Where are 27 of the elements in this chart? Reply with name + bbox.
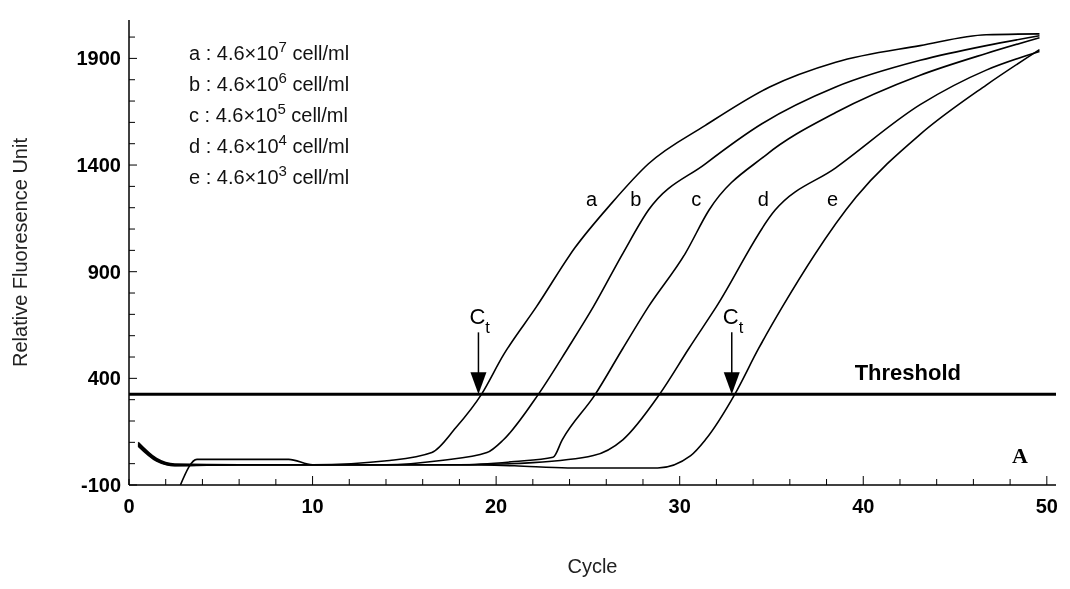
x-tick-label: 40 <box>852 495 875 517</box>
y-tick-label: 1400 <box>76 154 121 177</box>
annotation: C$_{t}$ <box>722 304 744 337</box>
series-label: c <box>691 188 702 210</box>
y-tick-label: 400 <box>87 367 121 390</box>
y-tick-label: 1900 <box>76 47 121 70</box>
annotation: d : 4.6×10$^{4}$ cell/ml <box>189 130 350 157</box>
y-axis-title: Relative Fluoresence Unit <box>9 137 32 367</box>
x-axis-title: Cycle <box>567 555 618 577</box>
series-label: e <box>826 188 839 210</box>
x-tick-label: 30 <box>668 495 691 517</box>
x-tick-label: 0 <box>123 495 135 517</box>
annotation: a : 4.6×10$^{7}$ cell/ml <box>189 37 350 64</box>
x-tick-label: 50 <box>1035 495 1058 517</box>
y-tick-label: -100 <box>80 474 121 496</box>
annotation: A <box>1012 443 1029 468</box>
x-tick-label: 10 <box>301 495 324 517</box>
y-tick-label: 900 <box>87 260 121 283</box>
ref-line-label: Threshold <box>854 360 961 386</box>
annotation: e : 4.6×10$^{3}$ cell/ml <box>189 161 350 188</box>
series-label: d <box>757 188 769 210</box>
annotation: C$_{t}$ <box>469 304 491 337</box>
annotation: b : 4.6×10$^{6}$ cell/ml <box>189 68 350 95</box>
x-tick-label: 20 <box>485 495 508 517</box>
annotation: c : 4.6×10$^{5}$ cell/ml <box>189 99 348 126</box>
series-label: b <box>630 188 642 210</box>
series-label: a <box>586 188 599 210</box>
